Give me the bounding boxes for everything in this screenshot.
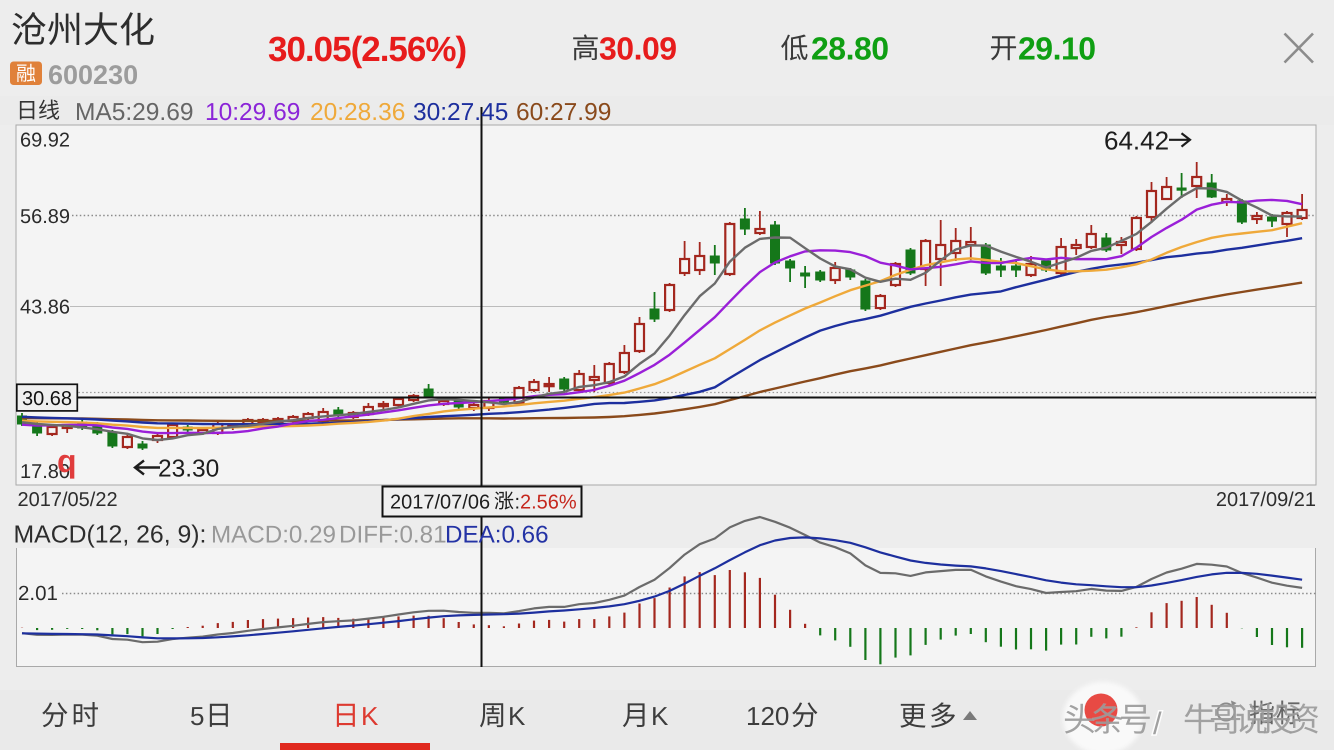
svg-text:28.80: 28.80 [811, 31, 889, 67]
svg-text:2017/09/21: 2017/09/21 [1216, 489, 1316, 511]
svg-text:2017/07/06: 2017/07/06 [390, 492, 490, 514]
svg-text:DEA:0.66: DEA:0.66 [445, 522, 549, 549]
svg-text:DIFF:0.81: DIFF:0.81 [339, 522, 447, 549]
svg-text:MACD(12, 26, 9):: MACD(12, 26, 9): [14, 522, 207, 549]
svg-text:10:29.69: 10:29.69 [205, 99, 300, 126]
svg-text:5: 5 [190, 701, 204, 731]
svg-text:17.80: 17.80 [20, 461, 70, 483]
svg-text:MACD:0.29: MACD:0.29 [211, 522, 336, 549]
svg-text:2.01: 2.01 [18, 582, 58, 605]
svg-text:30.05(2.56%): 30.05(2.56%) [268, 30, 466, 69]
svg-text:30.09: 30.09 [599, 31, 677, 67]
svg-text:2017/05/22: 2017/05/22 [18, 489, 118, 511]
svg-text::: : [515, 492, 521, 514]
svg-text:600230: 600230 [48, 60, 138, 90]
svg-text:43.86: 43.86 [20, 297, 70, 319]
svg-text:K: K [361, 701, 379, 731]
svg-text:30:27.45: 30:27.45 [413, 99, 508, 126]
svg-text:MA5:29.69: MA5:29.69 [75, 99, 194, 126]
svg-text:20:28.36: 20:28.36 [310, 99, 405, 126]
svg-text:/: / [1153, 706, 1162, 741]
svg-text:23.30: 23.30 [158, 456, 219, 483]
svg-text:60:27.99: 60:27.99 [516, 99, 611, 126]
svg-text:56.89: 56.89 [20, 206, 70, 228]
svg-text:q: q [57, 443, 77, 479]
svg-text:29.10: 29.10 [1018, 31, 1096, 67]
svg-text:K: K [651, 701, 669, 731]
svg-text:2.56%: 2.56% [520, 492, 577, 514]
svg-text:K: K [508, 701, 526, 731]
svg-text:120: 120 [746, 701, 789, 731]
svg-text:64.42: 64.42 [1104, 126, 1169, 156]
svg-text:69.92: 69.92 [20, 130, 70, 152]
svg-text:30.68: 30.68 [22, 388, 72, 410]
